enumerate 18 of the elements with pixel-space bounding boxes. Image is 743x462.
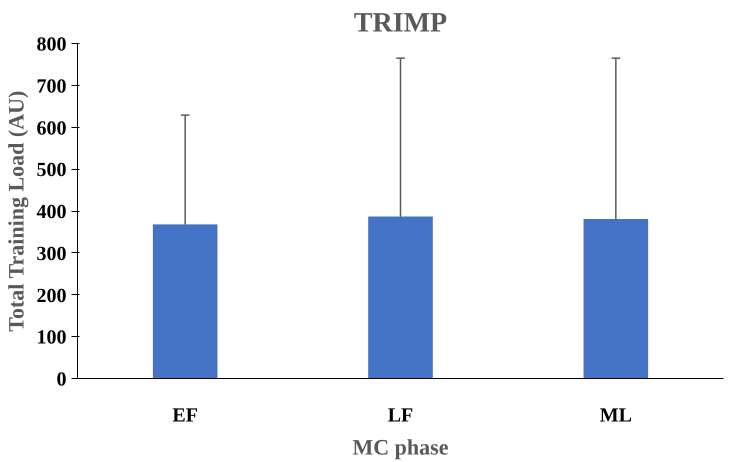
x-axis-title: MC phase bbox=[352, 434, 449, 460]
y-tick-label: 200 bbox=[36, 284, 66, 307]
y-tick-label: 500 bbox=[36, 159, 66, 182]
y-tick-label: 100 bbox=[36, 326, 66, 349]
bar bbox=[584, 218, 648, 378]
x-tick-label: EF bbox=[172, 404, 198, 426]
y-tick-label: 700 bbox=[36, 75, 66, 98]
y-tick-label: 400 bbox=[36, 201, 66, 223]
bar bbox=[368, 216, 433, 378]
x-tick-label: ML bbox=[600, 404, 632, 426]
y-tick-label: 300 bbox=[36, 242, 66, 265]
y-tick-label: 0 bbox=[56, 368, 66, 390]
y-axis-title: Total Training Load (AU) bbox=[4, 90, 28, 332]
y-tick-label: 600 bbox=[36, 117, 66, 140]
bar bbox=[152, 224, 218, 378]
y-tick-label: 800 bbox=[36, 34, 66, 56]
chart-title: TRIMP bbox=[354, 8, 448, 38]
x-tick-label: LF bbox=[388, 404, 414, 426]
